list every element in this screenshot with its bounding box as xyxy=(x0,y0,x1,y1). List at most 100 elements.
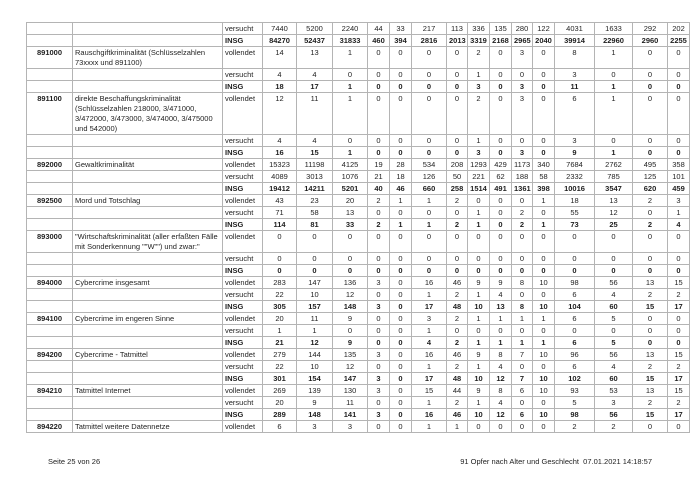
value-cell: 0 xyxy=(446,230,468,253)
value-cell: 1 xyxy=(411,396,447,409)
desc-cell xyxy=(72,134,223,147)
table-row: versucht 22 10 12 0 0 1 2 1 4 0 0 6 4 2 2 xyxy=(26,360,690,373)
table-row: versucht 4089 3013 1076 21 18 126 50 221 62 188 58 2… xyxy=(26,170,690,183)
value-cell: 62 xyxy=(489,170,512,183)
value-cell: 0 xyxy=(262,252,297,265)
value-cell: 0 xyxy=(446,252,468,265)
value-cell: 4 xyxy=(411,336,447,349)
type-cell: versucht xyxy=(222,252,263,265)
value-cell: 18 xyxy=(262,80,297,93)
value-cell: 15 xyxy=(667,348,690,361)
value-cell: 0 xyxy=(511,230,533,253)
value-cell: 21 xyxy=(262,336,297,349)
table-row: 894200 Cybercrime - Tatmittel vollendet 279… xyxy=(26,348,690,361)
value-cell: 0 xyxy=(389,276,412,289)
value-cell: 6 xyxy=(511,384,533,397)
value-cell: 0 xyxy=(532,80,555,93)
desc-cell xyxy=(72,34,223,47)
value-cell: 5200 xyxy=(296,22,333,35)
value-cell: 0 xyxy=(632,68,668,81)
value-cell: 141 xyxy=(332,408,368,421)
type-cell: INSG xyxy=(222,218,263,231)
value-cell: 0 xyxy=(632,336,668,349)
type-cell: versucht xyxy=(222,22,263,35)
value-cell: 14 xyxy=(262,46,297,69)
value-cell: 0 xyxy=(467,264,490,277)
value-cell: 96 xyxy=(554,348,595,361)
value-cell: 33 xyxy=(332,218,368,231)
value-cell: 3 xyxy=(411,312,447,325)
value-cell: 0 xyxy=(332,68,368,81)
value-cell: 0 xyxy=(667,92,690,135)
type-cell: versucht xyxy=(222,206,263,219)
value-cell: 8 xyxy=(489,384,512,397)
desc-cell: Cybercrime - Tatmittel xyxy=(72,348,223,361)
value-cell: 18 xyxy=(389,170,412,183)
value-cell: 0 xyxy=(532,396,555,409)
desc-cell xyxy=(72,218,223,231)
value-cell: 495 xyxy=(632,158,668,171)
code-cell xyxy=(26,34,73,47)
value-cell: 0 xyxy=(389,230,412,253)
value-cell: 10016 xyxy=(554,182,595,195)
code-cell xyxy=(26,288,73,301)
value-cell: 135 xyxy=(489,22,512,35)
value-cell: 0 xyxy=(389,408,412,421)
value-cell: 2 xyxy=(632,396,668,409)
value-cell: 0 xyxy=(389,396,412,409)
value-cell: 135 xyxy=(332,348,368,361)
value-cell: 13 xyxy=(332,206,368,219)
table-row: 891000 Rauschgiftkriminalität (Schlüsselz… xyxy=(26,46,690,69)
value-cell: 10 xyxy=(296,288,333,301)
value-cell: 0 xyxy=(446,134,468,147)
value-cell: 0 xyxy=(389,372,412,385)
value-cell: 9 xyxy=(467,276,490,289)
value-cell: 0 xyxy=(389,300,412,313)
value-cell: 7 xyxy=(511,372,533,385)
value-cell: 13 xyxy=(632,384,668,397)
value-cell: 2013 xyxy=(446,34,468,47)
value-cell: 0 xyxy=(667,68,690,81)
value-cell: 9 xyxy=(467,348,490,361)
value-cell: 6 xyxy=(554,360,595,373)
value-cell: 130 xyxy=(332,384,368,397)
value-cell: 22960 xyxy=(594,34,633,47)
value-cell: 56 xyxy=(594,276,633,289)
value-cell: 0 xyxy=(367,360,390,373)
table-row: versucht 22 10 12 0 0 1 2 1 4 0 0 6 4 2 2 xyxy=(26,288,690,301)
desc-cell: Gewaltkriminalität xyxy=(72,158,223,171)
table-row: 894100 Cybercrime im engeren Sinne vollend… xyxy=(26,312,690,325)
value-cell: 0 xyxy=(367,324,390,337)
value-cell: 2240 xyxy=(332,22,368,35)
value-cell: 0 xyxy=(594,68,633,81)
value-cell: 0 xyxy=(446,92,468,135)
value-cell: 0 xyxy=(467,252,490,265)
value-cell: 98 xyxy=(554,408,595,421)
value-cell: 148 xyxy=(296,408,333,421)
value-cell: 292 xyxy=(632,22,668,35)
value-cell: 6 xyxy=(262,420,297,433)
value-cell: 0 xyxy=(532,46,555,69)
table-row: INSG 289 148 141 3 0 16 46 10 12 6 10 98 56 15 17 xyxy=(26,408,690,421)
value-cell: 5 xyxy=(594,336,633,349)
value-cell: 0 xyxy=(532,92,555,135)
value-cell: 16 xyxy=(411,276,447,289)
value-cell: 0 xyxy=(389,336,412,349)
desc-cell xyxy=(72,288,223,301)
value-cell: 98 xyxy=(554,276,595,289)
value-cell: 0 xyxy=(667,252,690,265)
value-cell: 1 xyxy=(411,194,447,207)
type-cell: INSG xyxy=(222,182,263,195)
value-cell: 0 xyxy=(594,134,633,147)
type-cell: vollendet xyxy=(222,312,263,325)
value-cell: 2 xyxy=(667,360,690,373)
desc-cell: "Wirtschaftskriminalität (aller erfaßten… xyxy=(72,230,223,253)
value-cell: 13 xyxy=(296,46,333,69)
value-cell: 3 xyxy=(467,146,490,159)
value-cell: 8 xyxy=(511,276,533,289)
value-cell: 17 xyxy=(296,80,333,93)
code-cell xyxy=(26,80,73,93)
value-cell: 1 xyxy=(332,92,368,135)
table-row: INSG 18 17 1 0 0 0 0 3 0 3 0 11 1 0 0 xyxy=(26,80,690,93)
value-cell: 17 xyxy=(411,372,447,385)
